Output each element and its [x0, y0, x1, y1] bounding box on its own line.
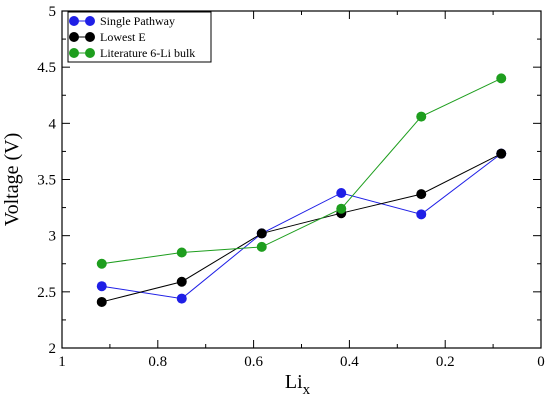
legend-marker [69, 48, 79, 58]
x-axis-title-main: Li [285, 371, 303, 393]
data-point [256, 228, 267, 239]
x-axis-title: Lix [285, 371, 311, 398]
data-point [496, 148, 507, 159]
data-point [176, 293, 187, 304]
data-point [256, 241, 267, 252]
y-axis-title: Voltage (V) [1, 133, 23, 227]
legend-marker [85, 16, 95, 26]
x-tick-label: 0.4 [340, 354, 359, 370]
data-point [336, 187, 347, 198]
legend-label: Single Pathway [100, 14, 175, 28]
data-point [416, 209, 427, 220]
series-line [101, 77, 502, 265]
x-tick-label: 0.2 [436, 354, 455, 370]
series-layer [96, 73, 507, 307]
x-tick-label: 1 [58, 354, 66, 370]
legend-label: Lowest E [100, 30, 146, 44]
data-point [176, 276, 187, 287]
legend-item: Literature 6-Li bulk [69, 46, 195, 60]
legend-item: Lowest E [69, 30, 146, 44]
series-line [101, 153, 502, 300]
y-tick-label: 3.5 [37, 173, 56, 189]
x-tick-label: 0.6 [244, 354, 263, 370]
data-point [336, 203, 347, 214]
legend-marker [85, 48, 95, 58]
data-point [176, 247, 187, 258]
y-tick-label: 4 [49, 116, 57, 132]
series-line [101, 153, 502, 303]
series-0 [96, 148, 507, 304]
data-point [96, 258, 107, 269]
legend: Single Pathway Lowest E Literature 6-Li bu… [67, 11, 212, 63]
data-point [96, 296, 107, 307]
legend-marker [69, 32, 79, 42]
data-point [416, 111, 427, 122]
x-tick-label: 0.8 [148, 354, 167, 370]
legend-marker [69, 16, 79, 26]
y-tick-label: 2.5 [37, 285, 56, 301]
legend-item: Single Pathway [69, 14, 175, 28]
data-point [416, 189, 427, 200]
y-tick-label: 5 [49, 4, 57, 20]
axis-ticks: 1 0.8 0.6 0.4 0.2 0 2 2.5 3 3.5 4 4.5 5 [37, 4, 545, 370]
x-axis-title-subscript: x [303, 382, 311, 398]
y-tick-label: 4.5 [37, 60, 56, 76]
x-tick-label: 0 [537, 354, 545, 370]
legend-label: Literature 6-Li bulk [100, 46, 195, 60]
y-tick-label: 2 [49, 341, 57, 357]
series-2 [96, 73, 507, 269]
legend-marker [85, 32, 95, 42]
data-point [496, 73, 507, 84]
y-tick-label: 3 [49, 229, 57, 245]
data-point [96, 281, 107, 292]
